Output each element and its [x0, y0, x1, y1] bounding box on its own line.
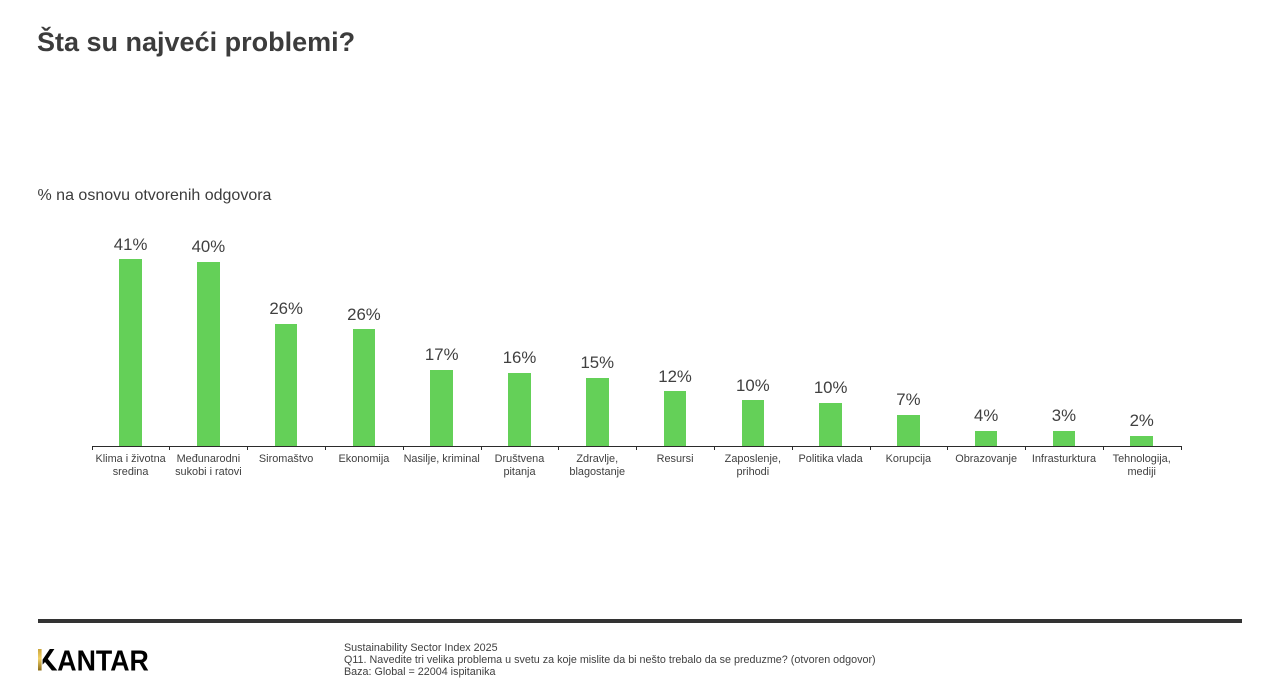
svg-text:ANTAR: ANTAR: [57, 646, 149, 674]
